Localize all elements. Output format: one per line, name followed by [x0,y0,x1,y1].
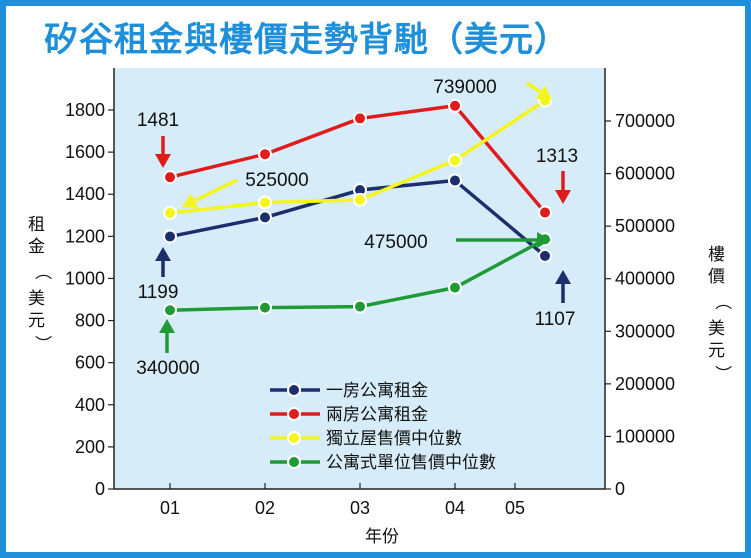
y-right-tick-label: 200000 [615,374,675,394]
x-tick-label: 02 [255,498,275,518]
legend-label: 公寓式單位售價中位數 [326,453,496,473]
y-axis-right-label-2: （ [712,293,732,310]
y-right-tick-label: 100000 [615,426,675,446]
legend-item: 一房公寓租金 [270,381,428,401]
y-axis-left-label-5: ） [32,335,52,352]
arrow-shaft [526,81,542,94]
y-right-tick-label: 400000 [615,269,675,289]
y-right-tick-label: 600000 [615,164,675,184]
legend-item: 獨立屋售價中位數 [270,429,462,449]
y-axis-right-label-0: 樓 [708,245,725,265]
x-tick-label: 05 [505,498,525,518]
data-point [538,205,552,220]
y-axis-right-label-4: 元 [708,341,725,361]
data-point [163,206,177,220]
y-left-tick-label: 1400 [65,184,105,204]
x-axis-label: 年份 [365,527,399,547]
y-left-tick-label: 800 [75,311,105,331]
legend-item: 公寓式單位售價中位數 [270,453,496,473]
y-axis-left-label-0: 租 [28,215,45,235]
y-left-tick-label: 1000 [65,268,105,288]
data-point [163,303,177,318]
arrow-head [537,232,551,248]
data-point [258,195,272,210]
y-right-tick-label: 300000 [615,321,675,341]
y-right-tick-label: 0 [615,479,625,499]
arrow-head [155,154,171,168]
y-axis-left-label-4: 元 [28,311,45,331]
arrow-475000 [456,232,551,248]
arrow-340000 [159,319,175,353]
legend-swatch-marker [287,383,301,397]
y-left-tick-label: 1200 [65,226,105,246]
y-axis-right-label-3: 美 [708,319,725,339]
data-point [448,173,462,188]
data-point [258,147,272,162]
x-tick-label: 04 [445,498,465,518]
y-right-tick-label: 700000 [615,111,675,131]
arrow-739000 [526,81,552,100]
annotation-475000: 475000 [364,232,427,253]
y-left-tick-label: 0 [95,479,105,499]
data-point [258,300,272,315]
y-right-tick-label: 500000 [615,216,675,236]
arrow-525000 [182,178,238,209]
y-axis-right-label-1: 價 [708,267,725,287]
annotation-1107: 1107 [535,309,576,330]
annotation-739000: 739000 [433,77,496,98]
y-axis-left-label: 租 金 （ 美 元 ） [28,215,52,352]
y-axis-right-label-5: ） [712,365,732,382]
legend-label: 一房公寓租金 [326,381,428,401]
arrow-1199 [155,247,171,277]
chart-title: 矽谷租金與樓價走勢背馳（美元） [44,20,569,60]
data-point [163,229,177,244]
data-point [353,192,367,207]
data-point [448,280,462,295]
arrow-1313 [555,171,571,204]
legend-item: 兩房公寓租金 [270,405,428,425]
data-point [538,248,552,263]
plot-area [114,68,605,489]
y-axis-right-label: 樓 價 （ 美 元 ） [708,245,732,382]
y-left-tick-label: 400 [75,395,105,415]
y-left-tick-label: 1800 [65,100,105,120]
x-tick-label: 03 [350,498,370,518]
arrow-1107 [555,270,571,303]
annotation-1313: 1313 [536,146,578,167]
series-0 [163,173,552,263]
data-point [448,98,462,113]
y-left-tick-label: 600 [75,353,105,373]
y-axis-left-label-2: （ [32,263,52,280]
data-point [353,111,367,126]
annotation-1199: 1199 [138,282,179,303]
data-point [353,299,367,314]
annotation-340000: 340000 [136,358,199,379]
data-point [258,210,272,225]
arrow-head [159,319,175,333]
arrow-shaft [193,178,238,203]
y-axis-left-label-1: 金 [28,237,45,257]
legend-swatch-marker [287,455,301,469]
legend-swatch-marker [287,407,301,421]
y-left-tick-label: 200 [75,437,105,457]
annotation-1481: 1481 [137,110,179,131]
data-point [163,170,177,185]
y-axis-left-label-3: 美 [28,289,45,309]
y-left-tick-label: 1600 [65,142,105,162]
annotation-525000: 525000 [245,170,308,191]
x-tick-label: 01 [160,498,180,518]
arrow-head [535,85,552,100]
arrow-1481 [155,136,171,168]
data-point [448,153,462,168]
arrow-head [155,247,171,261]
legend-label: 獨立屋售價中位數 [326,429,462,449]
legend-swatch-marker [287,431,301,445]
arrow-head [555,270,571,284]
arrow-head [555,190,571,204]
legend-label: 兩房公寓租金 [326,405,428,425]
arrow-head [182,193,199,209]
